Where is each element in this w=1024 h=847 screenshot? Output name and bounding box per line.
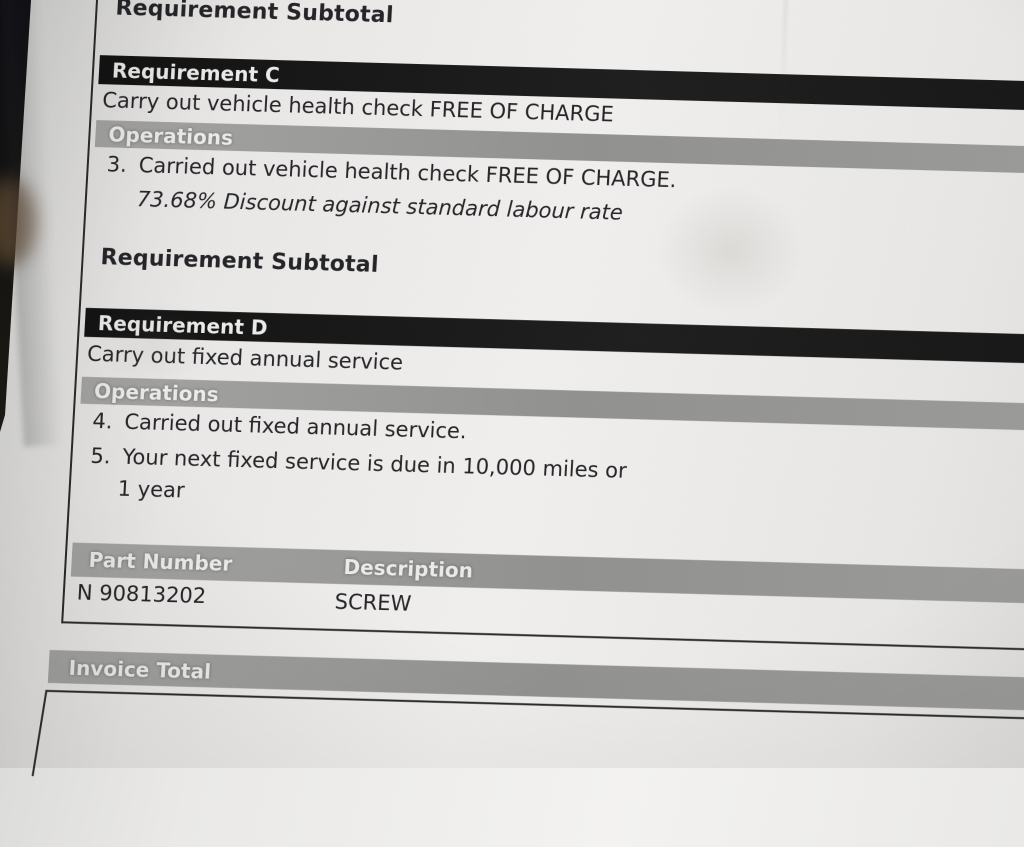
operation-item-continuation: 1 year [117,476,186,503]
operation-item-number: 5. [89,444,112,469]
requirement-subtotal-top: Requirement Subtotal [114,0,395,29]
requirement-subtotal-c: Requirement Subtotal [99,245,380,278]
paper-smudge [95,300,215,390]
operation-discount-note: 73.68% Discount against standard labour … [136,187,624,225]
parts-header-part-number: Part Number [88,548,233,577]
invoice-total-label: Invoice Total [68,655,212,683]
operation-item-number: 4. [91,409,114,434]
invoice-document: Requirement Subtotal Requirement C Carry… [31,0,1024,847]
operation-item-text: Carried out fixed annual service. [123,409,468,444]
operations-label-c: Operations [107,121,234,150]
operation-item-text: Your next fixed service is due in 10,000… [121,444,628,483]
invoice-total-bar: Invoice Total [47,649,1024,712]
parts-header-description: Description [342,555,474,583]
parts-header-bar: Part Number Description [70,542,1024,605]
totals-box-left-border [31,690,48,777]
part-description-value: SCREW [333,589,412,617]
paper-smudge [655,185,805,315]
requirement-c-title: Requirement C [111,57,281,87]
operation-item-number: 3. [106,152,128,177]
parts-table-bottom-border [61,621,1024,652]
part-number-value: N 90813202 [76,580,207,609]
